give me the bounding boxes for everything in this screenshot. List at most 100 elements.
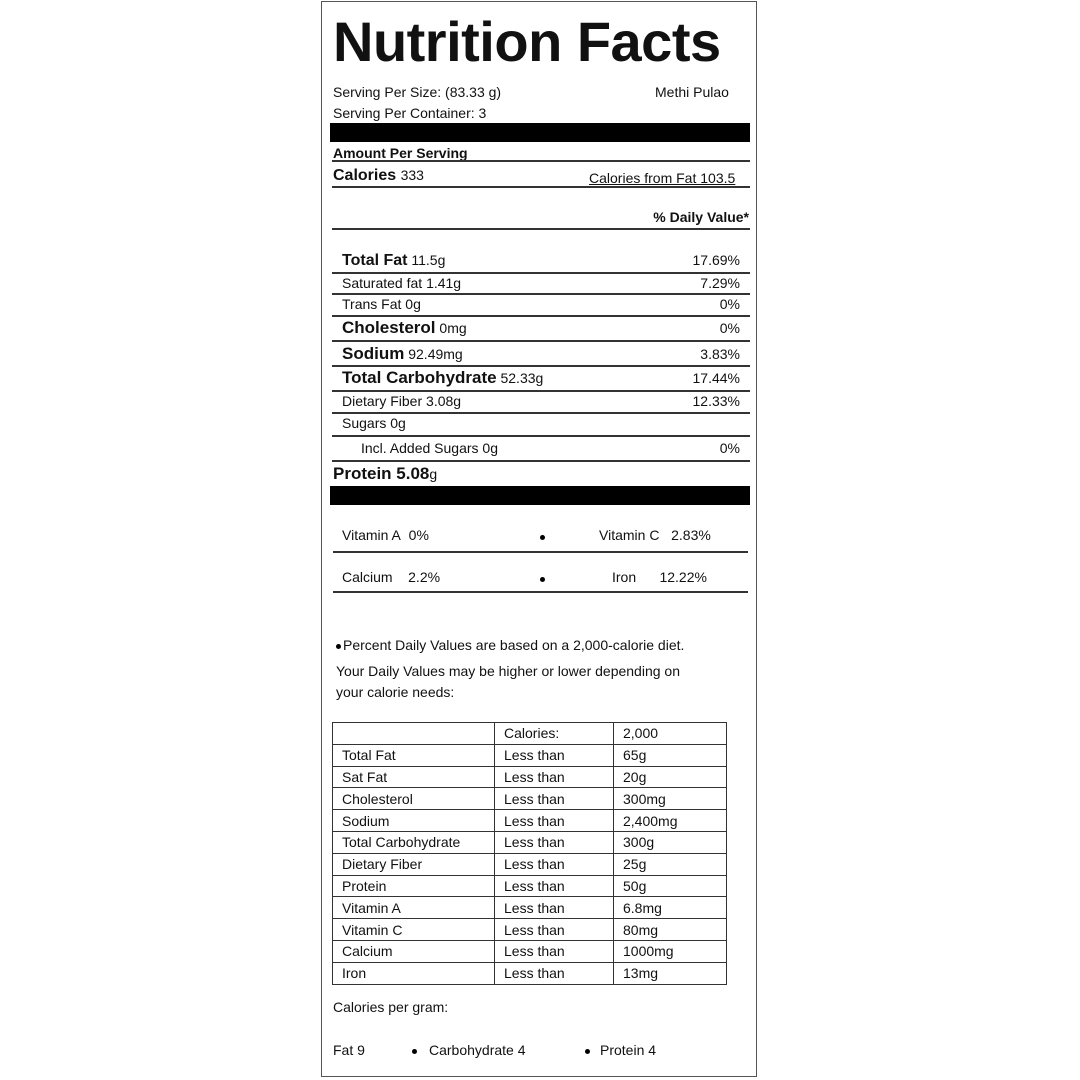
vitamin-label: Calcium: [342, 569, 393, 585]
nutrient-row: Sugars 0g: [342, 416, 406, 430]
table-cell: 6.8mg: [613, 896, 727, 920]
nutrient-label: Total Fat: [342, 252, 408, 269]
table-cell: Calcium: [332, 939, 495, 963]
serving-size: Serving Per Size: (83.33 g): [333, 84, 502, 100]
calories-label: Calories: [333, 167, 397, 184]
table-cell: Protein: [332, 874, 495, 898]
bullet-icon: [412, 1049, 417, 1054]
table-cell: 300mg: [613, 787, 727, 811]
calories: Calories 333: [333, 168, 424, 184]
table-cell: Sodium: [332, 809, 495, 832]
nutrient-daily-value: 0%: [719, 320, 740, 336]
nutrient-label: Dietary Fiber: [342, 393, 423, 409]
nutrient-label: Sodium: [342, 344, 405, 363]
nutrient-daily-value: 0%: [719, 440, 740, 456]
vitamin-value: 2.83%: [671, 527, 711, 543]
nutrient-daily-value: 17.44%: [692, 370, 740, 386]
table-row: Calcium Less than 1000mg: [332, 939, 727, 963]
nutrient-label: Total Carbohydrate: [342, 368, 497, 387]
table-cell: Cholesterol: [332, 787, 495, 811]
divider: [332, 186, 750, 188]
nutrient-row: Total Carbohydrate 52.33g: [342, 369, 543, 386]
table-cell: 20g: [613, 765, 727, 789]
vitamin-label: Vitamin C: [599, 527, 660, 543]
nutrient-daily-value: 0%: [719, 296, 740, 312]
servings-per-container: Serving Per Container: 3: [333, 105, 487, 121]
table-cell: Sat Fat: [332, 765, 495, 789]
table-cell: [332, 722, 495, 745]
nutrient-row: Total Fat 11.5g: [342, 253, 445, 269]
divider: [332, 412, 750, 414]
divider: [332, 160, 750, 162]
divider: [332, 340, 750, 342]
table-row: Sat Fat Less than 20g: [332, 765, 727, 789]
table-row: Protein Less than 50g: [332, 874, 727, 898]
calcium: Calcium 2.2%: [342, 570, 440, 584]
carb-per-gram: Carbohydrate 4: [429, 1042, 526, 1058]
table-row: Calories: 2,000: [332, 722, 727, 745]
divider: [332, 365, 750, 367]
nutrient-daily-value: 17.69%: [692, 252, 740, 268]
table-cell: Dietary Fiber: [332, 852, 495, 876]
table-cell: Less than: [494, 830, 614, 854]
title: Nutrition Facts: [333, 10, 721, 73]
table-row: Total Fat Less than 65g: [332, 743, 727, 767]
divider: [332, 390, 750, 392]
protein-per-gram: Protein 4: [600, 1042, 657, 1058]
table-cell: Total Fat: [332, 743, 495, 767]
nutrient-daily-value: 12.33%: [692, 393, 740, 409]
nutrient-amount: g: [429, 466, 438, 482]
divider: [332, 460, 750, 462]
footnote-line-3: your calorie needs:: [336, 684, 455, 700]
nutrient-amount: 0g: [482, 440, 498, 456]
iron: Iron 12.22%: [612, 570, 707, 584]
bullet-icon: [336, 644, 341, 649]
nutrient-label: Sugars: [342, 415, 387, 431]
divider: [333, 551, 748, 553]
product-name: Methi Pulao: [655, 84, 729, 100]
nutrient-label: Trans Fat: [342, 296, 402, 312]
divider: [332, 272, 750, 274]
nutrient-label: Protein 5.08: [333, 464, 430, 483]
nutrient-daily-value: 3.83%: [700, 346, 740, 362]
nutrient-row: Protein 5.08g: [333, 465, 437, 482]
nutrient-amount: 1.41g: [426, 275, 462, 291]
table-cell: Vitamin C: [332, 918, 495, 941]
table-cell: Less than: [494, 896, 614, 920]
table-cell: Less than: [494, 852, 614, 876]
divider: [332, 228, 750, 230]
footnote-line-2: Your Daily Values may be higher or lower…: [336, 663, 680, 679]
table-cell: Less than: [494, 743, 614, 767]
table-row: Sodium Less than 2,400mg: [332, 809, 727, 832]
table-cell: Less than: [494, 874, 614, 898]
nutrient-amount: 11.5g: [411, 252, 446, 268]
table-cell: Vitamin A: [332, 896, 495, 920]
divider: [333, 591, 748, 593]
calories-from-fat: Calories from Fat 103.5: [589, 170, 736, 186]
nutrient-label: Incl. Added Sugars: [361, 440, 479, 456]
table-row: Dietary Fiber Less than 25g: [332, 852, 727, 876]
table-cell: 300g: [613, 830, 727, 854]
nutrient-row: Sodium 92.49mg: [342, 345, 463, 362]
vitamin-value: 12.22%: [659, 569, 707, 585]
nutrient-amount: 0g: [390, 415, 406, 431]
table-cell: 13mg: [613, 961, 727, 985]
table-row: Total Carbohydrate Less than 300g: [332, 830, 727, 854]
table-cell: Less than: [494, 918, 614, 941]
nutrient-label: Saturated fat: [342, 275, 423, 291]
table-row: Vitamin C Less than 80mg: [332, 918, 727, 941]
thick-divider: [330, 123, 750, 142]
vitamin-value: 2.2%: [408, 569, 441, 585]
thick-divider: [330, 486, 750, 505]
nutrient-label: Cholesterol: [342, 318, 436, 337]
table-cell: 25g: [613, 852, 727, 876]
vitamin-c: Vitamin C 2.83%: [599, 528, 711, 542]
divider: [332, 293, 750, 295]
nutrient-row: Incl. Added Sugars 0g: [361, 441, 498, 455]
daily-value-header: % Daily Value*: [653, 209, 749, 225]
amount-per-serving: Amount Per Serving: [333, 145, 468, 161]
divider: [332, 315, 750, 317]
nutrient-row: Cholesterol 0mg: [342, 319, 467, 336]
nutrient-row: Saturated fat 1.41g: [342, 276, 461, 290]
